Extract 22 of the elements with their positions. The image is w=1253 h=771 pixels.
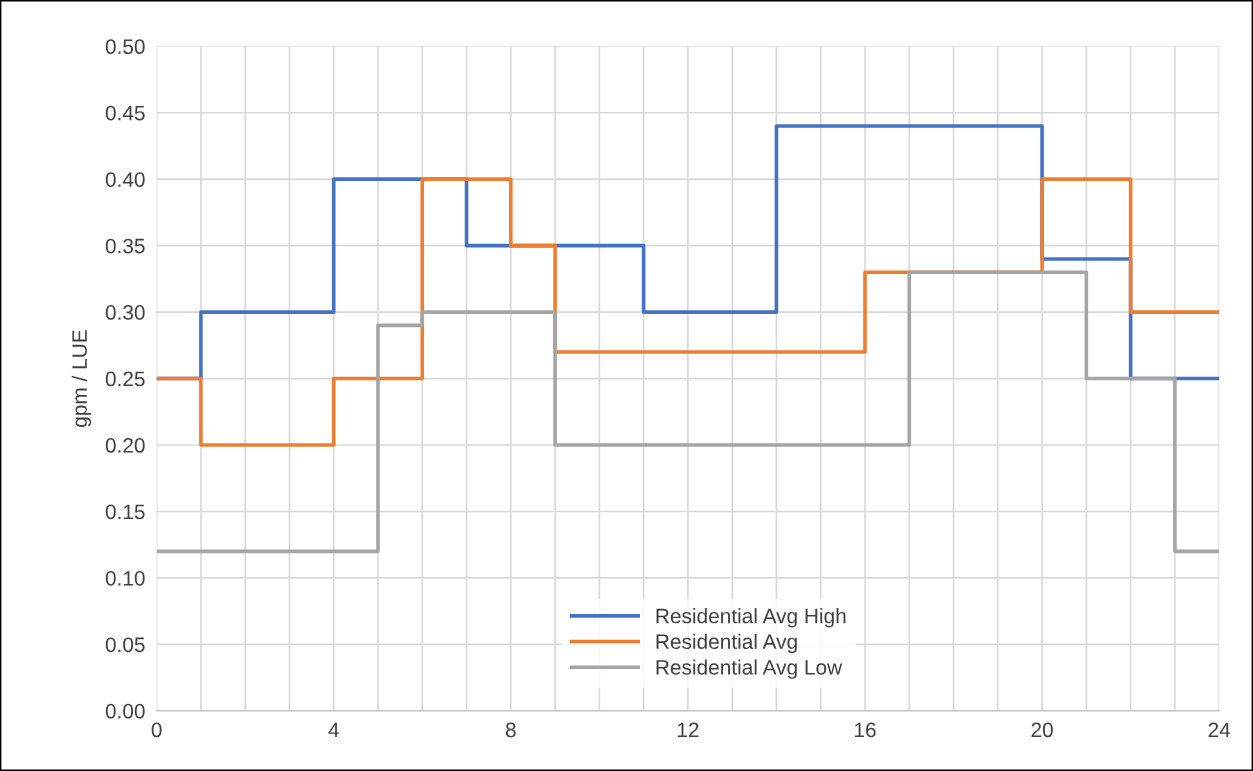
legend-label: Residential Avg High [656, 608, 846, 628]
y-tick-label: 0.25 [105, 371, 145, 387]
legend-label: Residential Avg Low [656, 659, 843, 679]
y-tick-label: 0.15 [105, 504, 145, 520]
legend-label: Residential Avg [656, 633, 797, 654]
x-tick-label: 20 [1031, 722, 1053, 738]
y-tick-label: 0.20 [105, 438, 145, 453]
y-tick-label: 0.45 [105, 105, 145, 121]
x-tick-label: 4 [328, 722, 339, 738]
y-tick-label: 0.35 [105, 238, 145, 254]
x-tick-label: 12 [677, 722, 699, 738]
x-tick-label: 24 [1208, 722, 1231, 738]
y-tick-label: 0.30 [105, 305, 145, 320]
y-tick-label: 0.10 [105, 570, 145, 586]
y-tick-label: 0.50 [105, 39, 145, 55]
y-tick-label: 0.00 [105, 703, 145, 719]
y-tick-label: 0.05 [105, 637, 145, 653]
x-tick-label: 0 [151, 722, 162, 738]
x-tick-label: 8 [505, 722, 516, 738]
y-axis-title: gpm / LUE [71, 330, 92, 427]
y-tick-label: 0.40 [105, 172, 145, 187]
x-tick-label: 16 [854, 722, 876, 738]
